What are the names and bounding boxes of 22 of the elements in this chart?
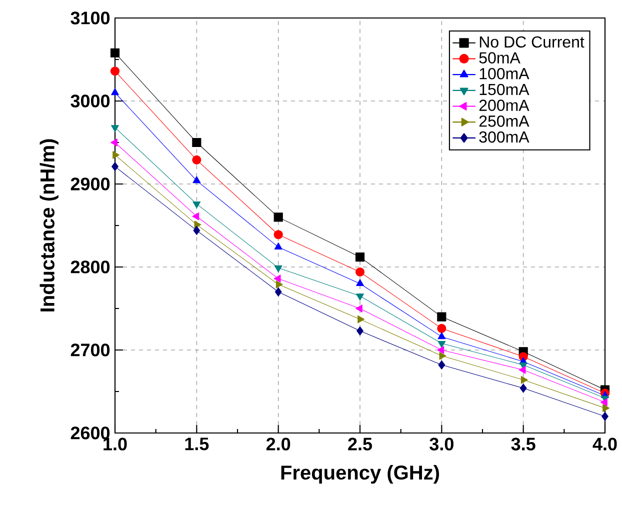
x-tick-label: 2.0	[266, 438, 290, 450]
legend-label: 250mA	[479, 116, 530, 127]
legend-label: No DC Current	[480, 36, 584, 48]
x-tick-label: 1.5	[185, 438, 209, 450]
x-tick-label: 2.5	[348, 438, 372, 450]
y-tick-label: 2900	[70, 178, 110, 190]
y-tick-label: 3000	[70, 94, 110, 108]
x-tick-label: 4.0	[592, 438, 617, 450]
x-tick-label: 3.5	[511, 438, 536, 450]
x-tick-label: 1.0	[104, 438, 127, 450]
legend-label: 200mA	[479, 100, 530, 111]
legend-label: 100mA	[480, 68, 530, 80]
y-tick-label: 2800	[70, 260, 110, 274]
y-tick-label: 2600	[70, 426, 110, 440]
legend-label: 50mA	[479, 52, 520, 64]
y-axis-title: Inductance (nH/m)	[40, 139, 58, 312]
y-tick-label: 3100	[70, 12, 110, 24]
x-tick-label: 3.0	[430, 438, 454, 450]
legend-label: 150mA	[480, 84, 530, 96]
legend-label: 300mA	[479, 131, 530, 143]
x-axis-title: Frequency (GHz)	[281, 464, 439, 484]
y-tick-label: 2700	[70, 344, 110, 356]
